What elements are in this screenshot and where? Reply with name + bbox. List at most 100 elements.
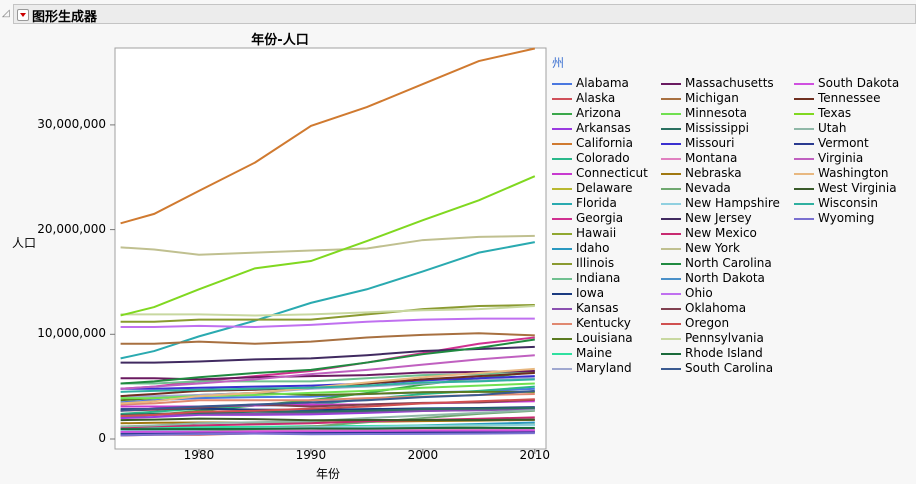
- legend-item[interactable]: South Carolina: [661, 361, 773, 376]
- legend-item[interactable]: Louisiana: [552, 331, 633, 346]
- legend-item[interactable]: Colorado: [552, 151, 630, 166]
- legend-title: 州: [552, 56, 565, 70]
- legend-item[interactable]: California: [552, 136, 633, 151]
- legend-item[interactable]: Virginia: [794, 151, 863, 166]
- legend-swatch: [661, 262, 681, 265]
- legend-item[interactable]: Connecticut: [552, 166, 648, 181]
- red-triangle-menu-button[interactable]: [17, 9, 29, 21]
- legend-swatch: [661, 367, 681, 370]
- series-line-minnesota[interactable]: [120, 382, 535, 400]
- legend-label: Idaho: [576, 241, 610, 255]
- legend-item[interactable]: Kentucky: [552, 316, 631, 331]
- legend-item[interactable]: Idaho: [552, 241, 609, 256]
- legend-item[interactable]: Hawaii: [552, 226, 616, 241]
- legend-item[interactable]: Pennsylvania: [661, 331, 764, 346]
- series-line-west-virginia[interactable]: [120, 417, 535, 422]
- legend-item[interactable]: Alabama: [552, 76, 629, 91]
- legend-item[interactable]: Delaware: [552, 181, 633, 196]
- legend-item[interactable]: Mississippi: [661, 121, 749, 136]
- legend-swatch: [552, 352, 572, 355]
- legend-item[interactable]: North Carolina: [661, 256, 772, 271]
- series-line-rhode-island[interactable]: [120, 426, 535, 431]
- legend-item[interactable]: Nevada: [661, 181, 731, 196]
- x-tick-label: 1980: [183, 448, 215, 462]
- legend-item[interactable]: New York: [661, 241, 740, 256]
- legend-item[interactable]: Washington: [794, 166, 889, 181]
- legend-item[interactable]: New Mexico: [661, 226, 757, 241]
- legend-item[interactable]: Montana: [661, 151, 737, 166]
- legend-item[interactable]: Oregon: [661, 316, 729, 331]
- legend-label: New Jersey: [685, 211, 752, 225]
- series-line-pennsylvania[interactable]: [120, 305, 535, 317]
- series-line-wisconsin[interactable]: [120, 378, 535, 393]
- header-title: 图形生成器: [32, 10, 98, 25]
- series-line-virginia[interactable]: [120, 354, 535, 390]
- legend-item[interactable]: Wyoming: [794, 211, 874, 226]
- legend-swatch: [661, 217, 681, 220]
- legend-item[interactable]: Texas: [794, 106, 851, 121]
- legend-item[interactable]: Georgia: [552, 211, 623, 226]
- legend-label: Iowa: [576, 286, 605, 300]
- legend-swatch: [794, 157, 814, 160]
- legend-swatch: [794, 172, 814, 175]
- collapse-triangle-icon[interactable]: ◿: [2, 8, 10, 19]
- series-line-south-dakota[interactable]: [120, 429, 535, 433]
- legend-label: Rhode Island: [685, 346, 763, 360]
- legend-item[interactable]: Indiana: [552, 271, 620, 286]
- legend-swatch: [794, 142, 814, 145]
- legend-item[interactable]: South Dakota: [794, 76, 899, 91]
- legend-item[interactable]: Missouri: [661, 136, 734, 151]
- legend-label: Connecticut: [576, 166, 648, 180]
- legend-item[interactable]: Rhode Island: [661, 346, 763, 361]
- legend-label: Nevada: [685, 181, 731, 195]
- legend-item[interactable]: Alaska: [552, 91, 615, 106]
- legend-item[interactable]: Oklahoma: [661, 301, 746, 316]
- legend-item[interactable]: West Virginia: [794, 181, 897, 196]
- legend-item[interactable]: Utah: [794, 121, 846, 136]
- legend-item[interactable]: Tennessee: [794, 91, 881, 106]
- series-line-missouri[interactable]: [120, 375, 535, 390]
- legend-label: Texas: [818, 106, 852, 120]
- legend-item[interactable]: North Dakota: [661, 271, 765, 286]
- legend-item[interactable]: Vermont: [794, 136, 869, 151]
- legend-item[interactable]: Maryland: [552, 361, 632, 376]
- legend-item[interactable]: Ohio: [661, 286, 713, 301]
- legend-item[interactable]: New Hampshire: [661, 196, 780, 211]
- series-line-michigan[interactable]: [120, 332, 535, 345]
- legend-item[interactable]: Florida: [552, 196, 617, 211]
- series-line-oregon[interactable]: [120, 398, 535, 417]
- legend-item[interactable]: Massachusetts: [661, 76, 774, 91]
- legend-label: New York: [685, 241, 740, 255]
- legend-item[interactable]: New Jersey: [661, 211, 752, 226]
- series-line-illinois[interactable]: [120, 303, 535, 323]
- series-line-massachusetts[interactable]: [120, 369, 535, 381]
- legend-swatch: [794, 112, 814, 115]
- series-line-new-york[interactable]: [120, 234, 535, 256]
- series-line-north-carolina[interactable]: [120, 338, 535, 385]
- legend-label: North Carolina: [685, 256, 772, 270]
- legend-item[interactable]: Maine: [552, 346, 612, 361]
- legend-label: Washington: [818, 166, 889, 180]
- series-line-south-carolina[interactable]: [120, 389, 535, 412]
- legend-item[interactable]: Kansas: [552, 301, 618, 316]
- legend-label: Tennessee: [818, 91, 881, 105]
- legend-item[interactable]: Illinois: [552, 256, 614, 271]
- legend-item[interactable]: Wisconsin: [794, 196, 878, 211]
- legend-swatch: [552, 187, 572, 190]
- legend-item[interactable]: Nebraska: [661, 166, 742, 181]
- legend-label: Minnesota: [685, 106, 747, 120]
- series-line-texas[interactable]: [120, 175, 536, 317]
- legend-item[interactable]: Minnesota: [661, 106, 747, 121]
- y-tick-label: 10,000,000: [37, 326, 106, 341]
- legend-label: Massachusetts: [685, 76, 774, 90]
- legend-label: Pennsylvania: [685, 331, 764, 345]
- legend-item[interactable]: Michigan: [661, 91, 739, 106]
- series-line-wyoming[interactable]: [120, 432, 535, 437]
- series-line-california[interactable]: [120, 47, 536, 225]
- legend-item[interactable]: Iowa: [552, 286, 604, 301]
- legend-item[interactable]: Arizona: [552, 106, 621, 121]
- legend-item[interactable]: Arkansas: [552, 121, 631, 136]
- series-line-florida[interactable]: [120, 241, 535, 360]
- series-line-ohio[interactable]: [120, 317, 535, 328]
- legend-swatch: [552, 82, 572, 85]
